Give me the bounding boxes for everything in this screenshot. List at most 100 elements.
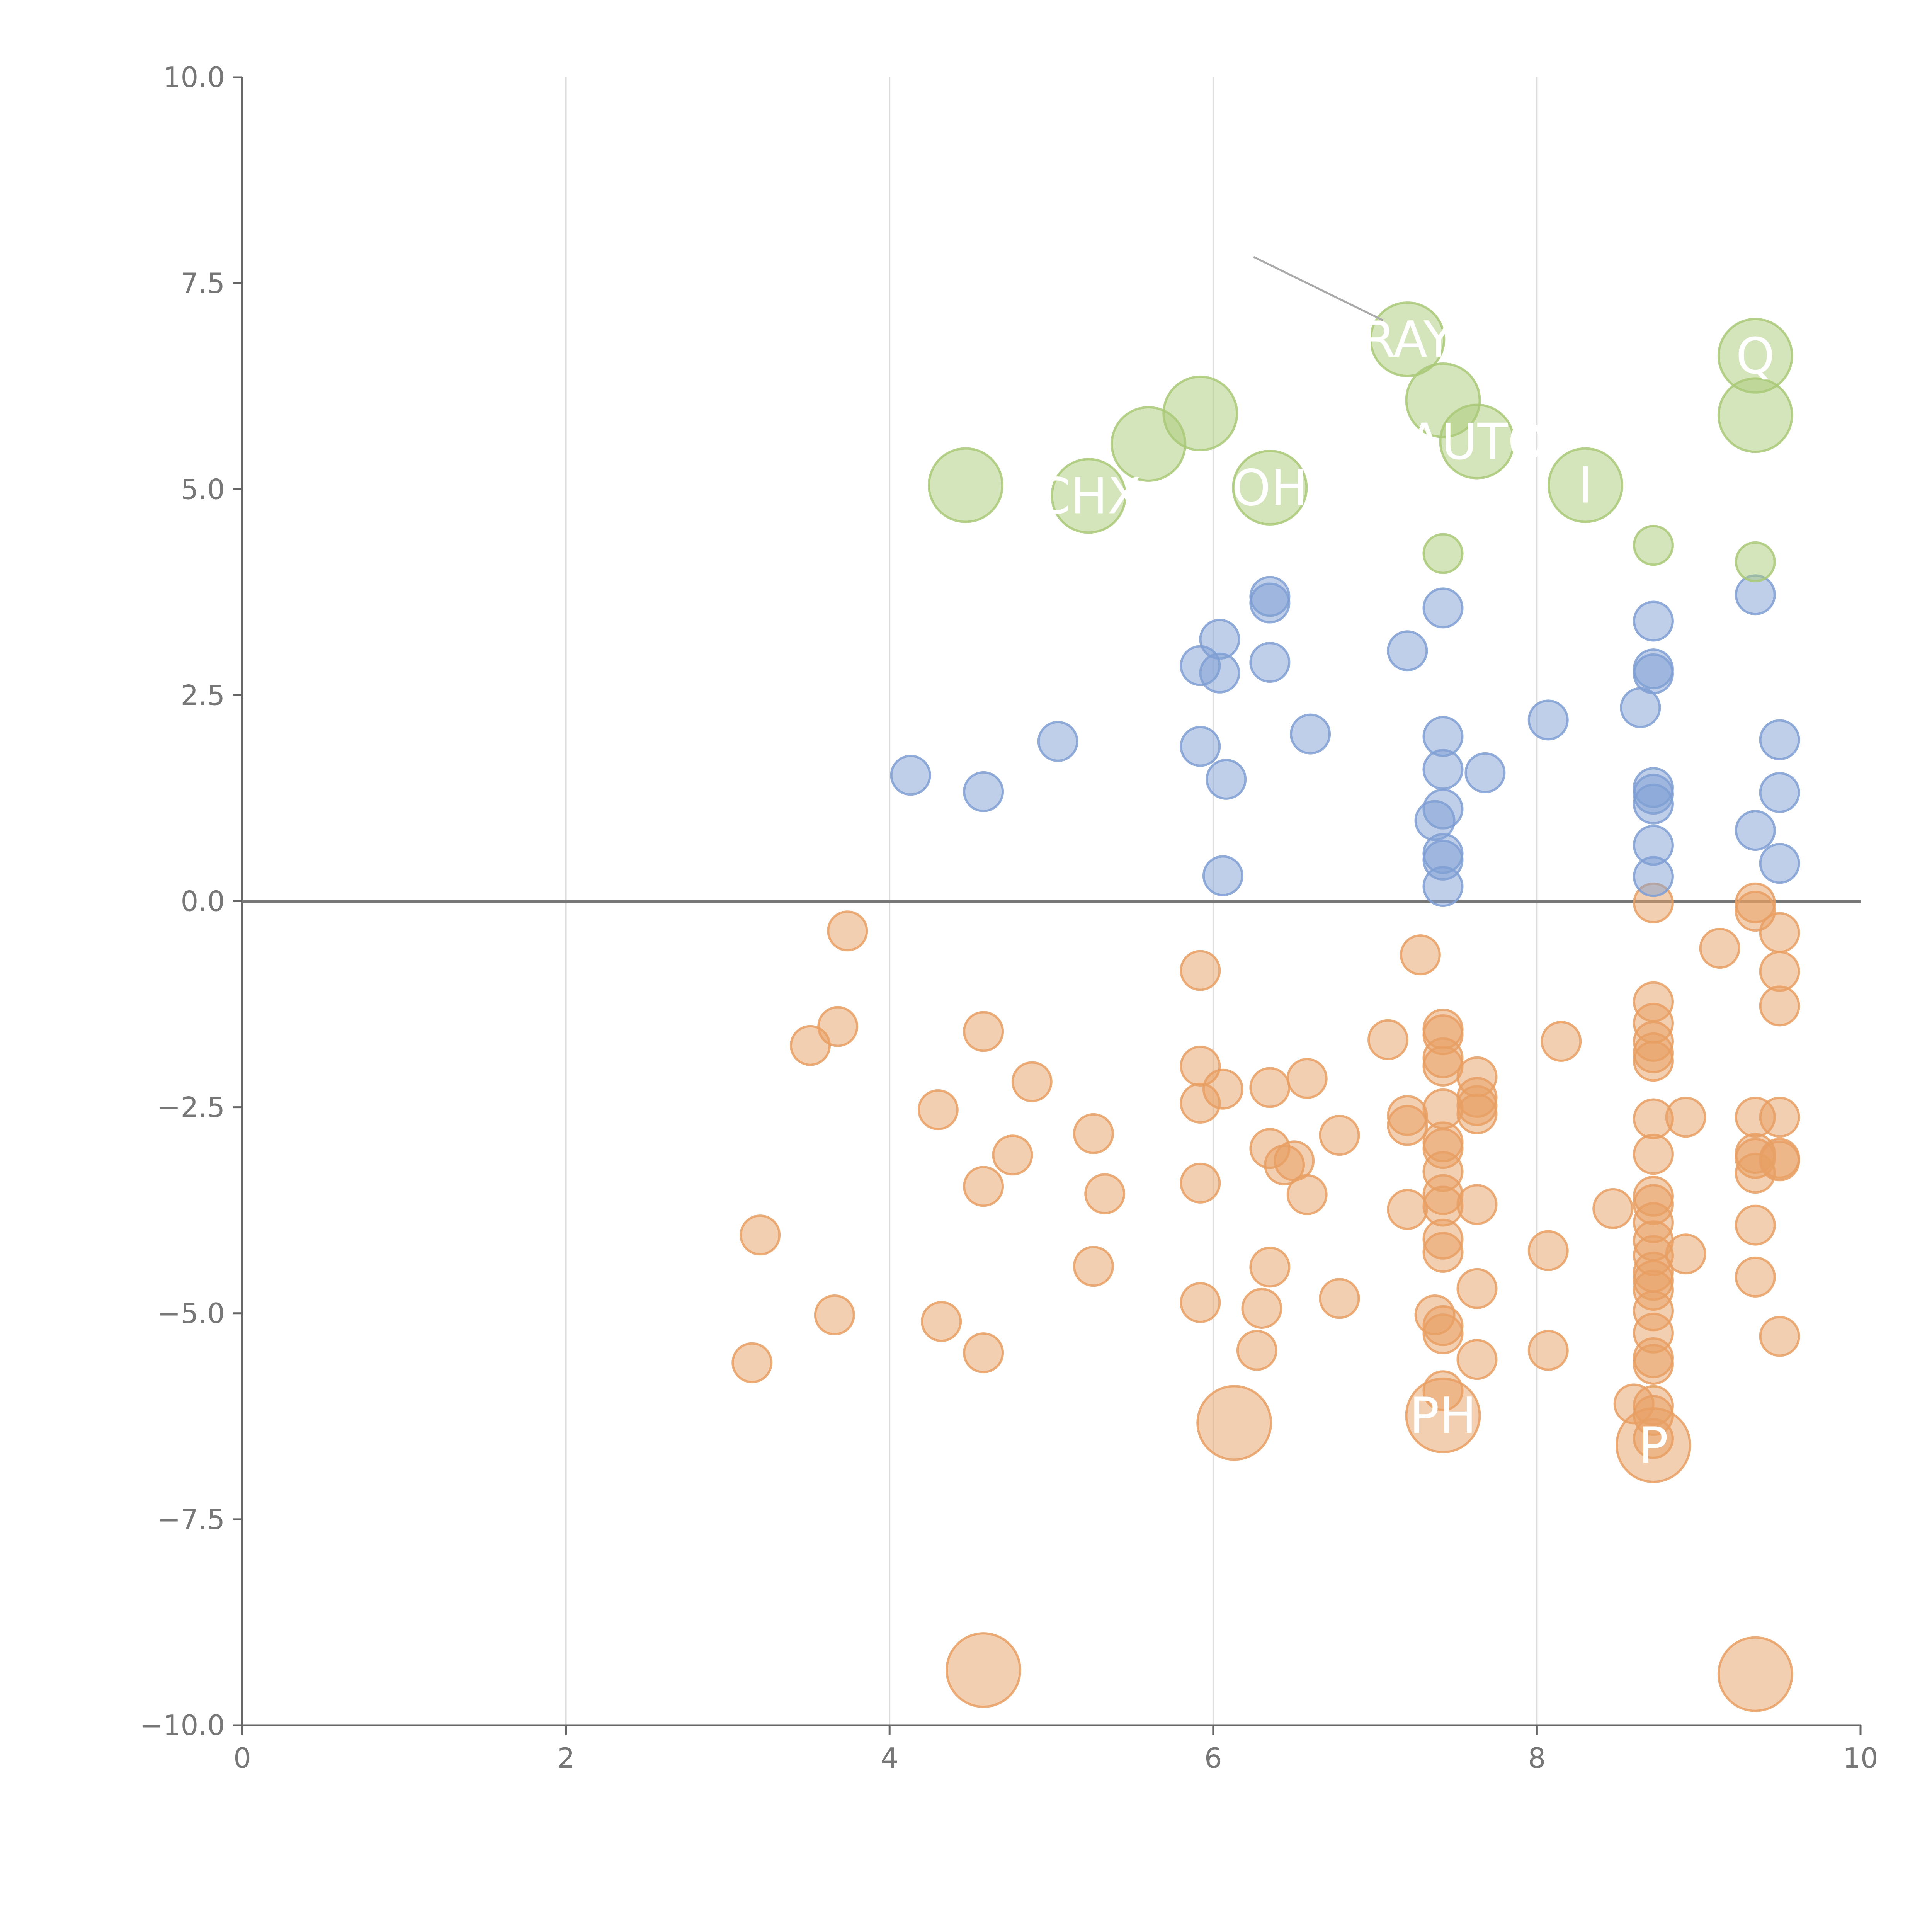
orange-point xyxy=(1249,1067,1291,1108)
blue-point xyxy=(1759,843,1800,884)
y-tick-label: 10.0 xyxy=(163,61,225,94)
orange-point xyxy=(1633,1041,1674,1082)
blue-point xyxy=(1464,752,1506,793)
y-tick-label: −2.5 xyxy=(157,1091,225,1124)
orange-point xyxy=(1527,1330,1569,1371)
orange-large-point xyxy=(1405,1378,1481,1454)
orange-point xyxy=(1400,934,1441,976)
orange-point xyxy=(1422,1046,1464,1087)
green-small-point xyxy=(1422,533,1464,574)
point-label: AUTO xyxy=(1407,413,1546,471)
green-point xyxy=(1439,403,1515,480)
blue-point xyxy=(1633,783,1674,825)
green-small-point xyxy=(1633,525,1674,566)
blue-point xyxy=(1633,600,1674,642)
blue-point xyxy=(1422,866,1464,907)
x-tick-label: 2 xyxy=(557,1742,575,1774)
orange-point xyxy=(1456,1184,1498,1225)
orange-point xyxy=(1735,1256,1776,1298)
orange-point xyxy=(1249,1247,1291,1288)
orange-point xyxy=(731,1342,773,1383)
green-point xyxy=(1369,301,1446,378)
blue-point xyxy=(1633,856,1674,897)
orange-point xyxy=(1180,1282,1221,1323)
y-tick-label: −7.5 xyxy=(157,1503,225,1536)
blue-point xyxy=(1422,587,1464,629)
green-point xyxy=(1232,449,1308,526)
y-tick-label: 5.0 xyxy=(180,473,225,505)
orange-point xyxy=(1180,1162,1221,1204)
blue-point xyxy=(1037,721,1078,762)
orange-point xyxy=(917,1089,959,1131)
y-tick-label: 2.5 xyxy=(180,679,225,711)
point-label: OH xyxy=(1232,459,1308,517)
blue-point xyxy=(1387,630,1428,672)
orange-point xyxy=(1084,1173,1126,1214)
green-point xyxy=(928,447,1004,523)
orange-point xyxy=(1759,1140,1800,1182)
x-tick-label: 8 xyxy=(1528,1742,1546,1774)
orange-point xyxy=(1367,1019,1409,1060)
axes: 0 2 4 6 8 10 10.0 7.5 5.0 2.5 0.0 −2.5 −5.0 −7.5 −10.0 xyxy=(139,61,1878,1774)
orange-point xyxy=(1759,951,1800,992)
orange-point xyxy=(1180,950,1221,991)
orange-point xyxy=(740,1214,781,1256)
x-tick-label: 10 xyxy=(1843,1742,1878,1774)
blue-point xyxy=(890,755,931,796)
blue-point xyxy=(1527,699,1569,741)
orange-point xyxy=(1011,1061,1053,1102)
orange-point xyxy=(963,1166,1004,1207)
blue-point xyxy=(1735,810,1776,851)
green-point xyxy=(1717,377,1793,453)
orange-point xyxy=(1456,1339,1498,1380)
blue-point xyxy=(1249,642,1291,683)
blue-point xyxy=(1249,582,1291,624)
blue-point xyxy=(1759,772,1800,813)
orange-point xyxy=(1633,1344,1674,1385)
x-tick-label: 0 xyxy=(233,1742,251,1774)
orange-large-point xyxy=(946,1632,1022,1708)
orange-point xyxy=(992,1134,1033,1176)
point-label: Q xyxy=(1736,328,1775,385)
orange-point xyxy=(814,1294,855,1336)
orange-point xyxy=(1665,1233,1706,1275)
point-label: RAY xyxy=(1361,311,1454,369)
y-tick-label: 7.5 xyxy=(180,267,225,299)
orange-point xyxy=(1286,1174,1328,1215)
orange-large-point xyxy=(1717,1636,1793,1712)
orange-large-point xyxy=(1196,1385,1272,1461)
y-tick-label: −10.0 xyxy=(139,1709,225,1742)
blue-point xyxy=(1202,855,1243,896)
orange-point xyxy=(1422,1231,1464,1273)
data-points xyxy=(731,301,1800,1712)
orange-point xyxy=(963,1332,1004,1374)
green-small-point xyxy=(1735,541,1776,582)
orange-point xyxy=(1541,1021,1582,1062)
orange-point xyxy=(1073,1246,1114,1287)
orange-point xyxy=(1759,912,1800,953)
orange-point xyxy=(1527,1230,1569,1271)
orange-point xyxy=(1241,1287,1282,1329)
orange-point xyxy=(1202,1068,1243,1110)
point-label: CHX xyxy=(1036,468,1141,525)
orange-point xyxy=(1387,1189,1428,1230)
blue-point xyxy=(1422,749,1464,790)
annotation-leader-line xyxy=(1253,256,1384,321)
y-tick-label: −5.0 xyxy=(157,1297,225,1330)
orange-point xyxy=(1759,1097,1800,1138)
orange-point xyxy=(827,910,868,952)
orange-point xyxy=(1236,1330,1277,1371)
orange-large-point xyxy=(1615,1407,1691,1483)
orange-point xyxy=(1699,928,1740,969)
blue-point xyxy=(963,771,1004,812)
point-label: P xyxy=(1638,1417,1668,1475)
blue-point xyxy=(1199,652,1240,694)
orange-point xyxy=(1633,1134,1674,1175)
orange-point xyxy=(817,1006,859,1047)
orange-point xyxy=(1319,1278,1360,1319)
green-point xyxy=(1548,447,1624,523)
orange-point xyxy=(963,1011,1004,1052)
blue-point xyxy=(1290,713,1331,755)
orange-point xyxy=(1286,1058,1328,1099)
